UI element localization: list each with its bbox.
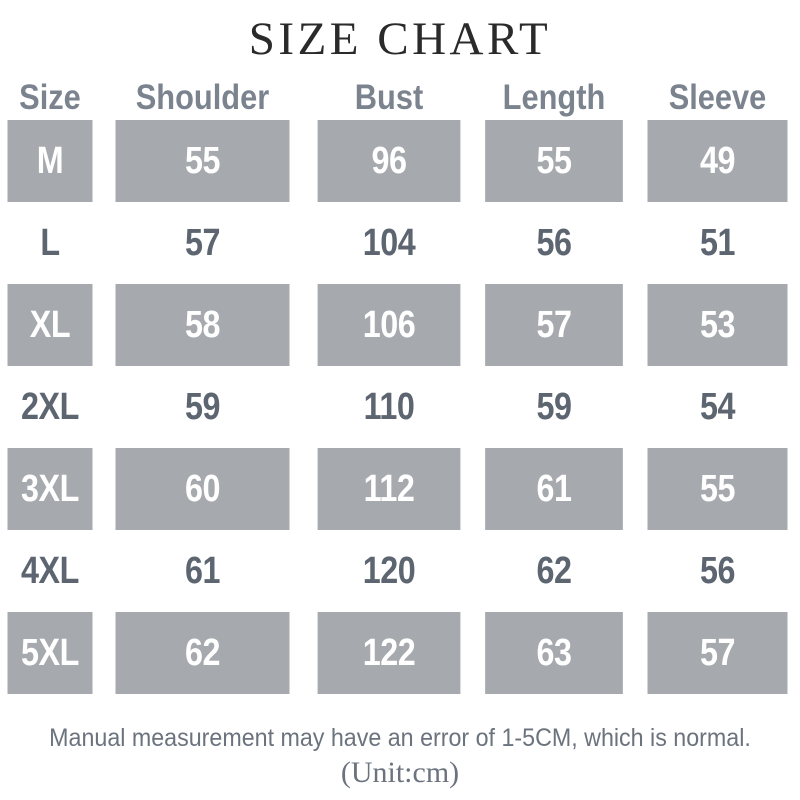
cell-size: M <box>7 120 93 202</box>
unit-note: (Unit:cm) <box>340 756 460 789</box>
cell-size: 2XL <box>7 366 93 448</box>
cell-size: XL <box>7 284 93 366</box>
cell-shoulder: 61 <box>115 530 290 612</box>
cell-length: 63 <box>485 612 623 694</box>
cell-length: 62 <box>485 530 623 612</box>
cell-bust: 110 <box>317 366 461 448</box>
table-row: 2XL 59 110 59 54 <box>0 366 800 448</box>
table-row: XL 58 106 57 53 <box>0 284 800 366</box>
table-body: M 55 96 55 49 L 57 104 56 51 XL 58 106 57 53 2XL 59 110 59… <box>0 120 800 694</box>
table-row: 3XL 60 112 61 55 <box>0 448 800 530</box>
table-row: 5XL 62 122 63 57 <box>0 612 800 694</box>
table-row: 4XL 61 120 62 56 <box>0 530 800 612</box>
table-row: L 57 104 56 51 <box>0 202 800 284</box>
cell-length: 61 <box>485 448 623 530</box>
cell-shoulder: 58 <box>115 284 290 366</box>
cell-sleeve: 55 <box>647 448 788 530</box>
cell-length: 56 <box>485 202 623 284</box>
page-title: SIZE CHART <box>248 13 552 65</box>
cell-size: L <box>7 202 93 284</box>
cell-sleeve: 57 <box>647 612 788 694</box>
size-chart-table: Size Shoulder Bust Length Sleeve M 55 96 55… <box>0 76 800 694</box>
column-header-length: Length <box>482 76 626 120</box>
cell-sleeve: 51 <box>647 202 788 284</box>
cell-shoulder: 59 <box>115 366 290 448</box>
cell-length: 59 <box>485 366 623 448</box>
column-header-size: Size <box>6 76 94 120</box>
cell-sleeve: 49 <box>647 120 788 202</box>
cell-size: 3XL <box>7 448 93 530</box>
measurement-disclaimer: Manual measurement may have an error of … <box>49 724 751 752</box>
cell-shoulder: 62 <box>115 612 290 694</box>
cell-bust: 112 <box>317 448 461 530</box>
cell-bust: 106 <box>317 284 461 366</box>
cell-sleeve: 53 <box>647 284 788 366</box>
column-header-sleeve: Sleeve <box>644 76 791 120</box>
cell-bust: 120 <box>317 530 461 612</box>
column-header-shoulder: Shoulder <box>112 76 293 120</box>
cell-shoulder: 57 <box>115 202 290 284</box>
cell-bust: 96 <box>317 120 461 202</box>
cell-bust: 122 <box>317 612 461 694</box>
cell-sleeve: 54 <box>647 366 788 448</box>
cell-sleeve: 56 <box>647 530 788 612</box>
cell-shoulder: 60 <box>115 448 290 530</box>
cell-length: 57 <box>485 284 623 366</box>
table-header-row: Size Shoulder Bust Length Sleeve <box>0 76 800 120</box>
cell-shoulder: 55 <box>115 120 290 202</box>
column-header-bust: Bust <box>315 76 463 120</box>
table-row: M 55 96 55 49 <box>0 120 800 202</box>
cell-size: 4XL <box>7 530 93 612</box>
cell-bust: 104 <box>317 202 461 284</box>
cell-length: 55 <box>485 120 623 202</box>
table-header: Size Shoulder Bust Length Sleeve <box>0 76 800 120</box>
cell-size: 5XL <box>7 612 93 694</box>
